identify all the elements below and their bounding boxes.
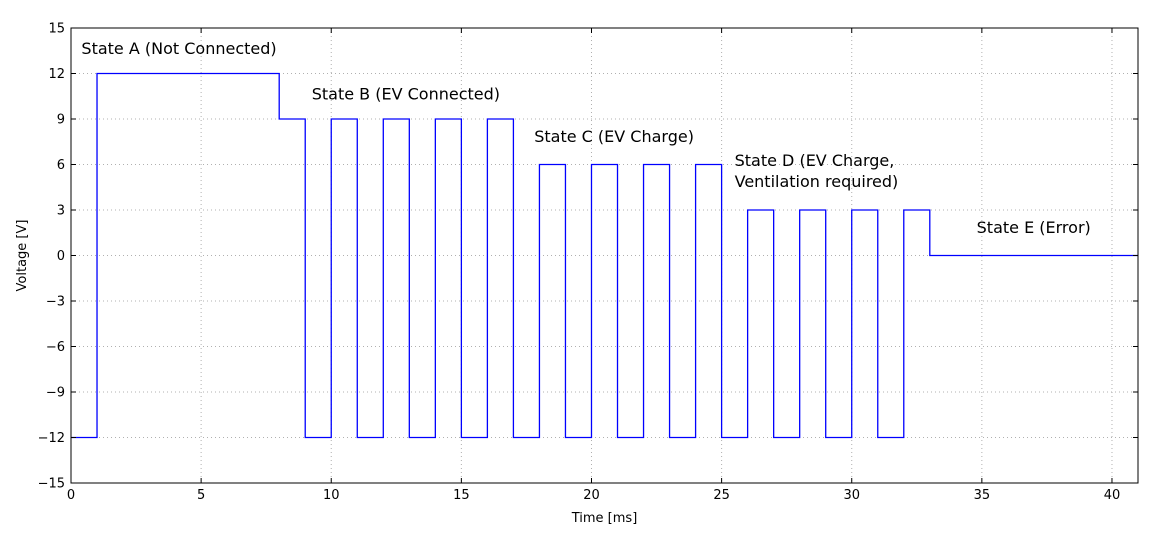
y-tick-labels: −15 −12 −9 −6 −3 0 3 6 9 12 15 bbox=[38, 22, 65, 492]
x-tick-label: 5 bbox=[197, 488, 205, 503]
x-axis-label: Time [ms] bbox=[571, 511, 638, 526]
state-annotation: State C (EV Charge) bbox=[534, 127, 694, 146]
y-tick-label: 15 bbox=[48, 22, 65, 37]
x-tick-label: 30 bbox=[843, 488, 860, 503]
x-tick-label: 0 bbox=[67, 488, 75, 503]
x-tick-labels: 0 5 10 15 20 25 30 35 40 bbox=[67, 488, 1120, 503]
x-tick-label: 10 bbox=[323, 488, 340, 503]
x-tick-label: 20 bbox=[583, 488, 600, 503]
y-tick-label: 0 bbox=[57, 249, 65, 264]
state-annotation: State D (EV Charge, Ventilation required) bbox=[735, 151, 899, 191]
series-layer bbox=[71, 72, 1138, 439]
tick-marks bbox=[70, 27, 1138, 484]
x-tick-label: 40 bbox=[1104, 488, 1121, 503]
y-tick-label: 3 bbox=[57, 204, 65, 219]
state-annotations: State A (Not Connected) State B (EV Conne… bbox=[81, 39, 1090, 237]
y-tick-label: −9 bbox=[46, 386, 65, 401]
y-tick-label: −3 bbox=[46, 295, 65, 310]
y-tick-label: −6 bbox=[46, 340, 65, 355]
y-axis-label: Voltage [V] bbox=[15, 220, 30, 292]
state-annotation: State B (EV Connected) bbox=[312, 84, 500, 103]
y-tick-label: 12 bbox=[48, 67, 65, 82]
y-tick-label: −12 bbox=[38, 431, 65, 446]
voltage-series-line bbox=[71, 72, 1138, 439]
x-tick-label: 35 bbox=[974, 488, 991, 503]
y-tick-label: 9 bbox=[57, 113, 65, 128]
x-tick-label: 25 bbox=[713, 488, 730, 503]
state-annotation: State A (Not Connected) bbox=[81, 39, 276, 58]
state-annotation: State E (Error) bbox=[977, 218, 1091, 237]
y-tick-label: −15 bbox=[38, 477, 65, 492]
y-tick-label: 6 bbox=[57, 158, 65, 173]
x-tick-label: 15 bbox=[453, 488, 470, 503]
